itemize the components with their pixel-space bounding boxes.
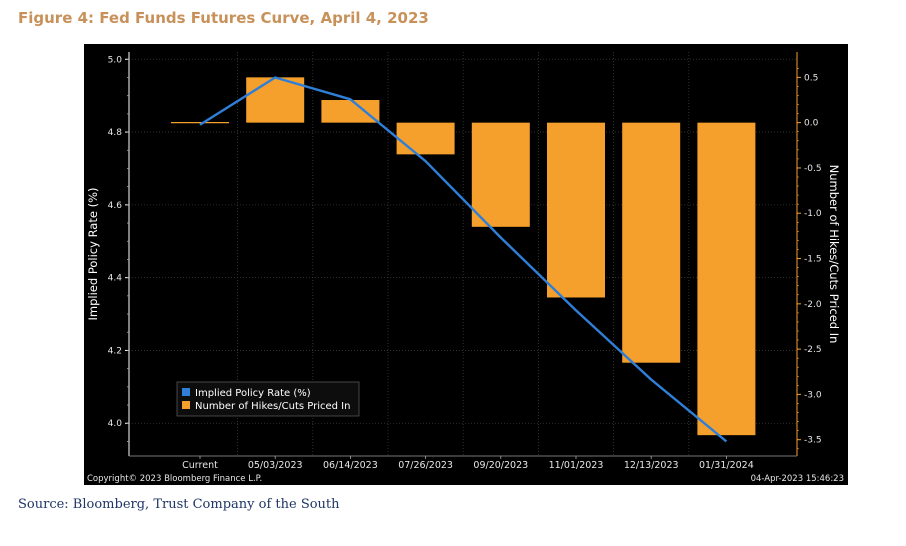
legend-label-line: Implied Policy Rate (%) [195,388,311,399]
y-tick-label: 4.8 [108,128,123,138]
figure-title: Figure 4: Fed Funds Futures Curve, April… [18,9,429,27]
y-right-tick-label: -1.0 [804,209,822,219]
y-tick-label: 4.4 [108,274,123,284]
legend-swatch-line [182,388,190,396]
y-right-tick-label: -1.5 [804,255,822,265]
y-right-tick-label: -2.5 [804,345,822,355]
legend-box [176,381,360,417]
y-right-tick-label: -0.5 [804,164,822,174]
y-tick-label: 5.0 [108,55,123,65]
y-right-tick-label: -3.5 [804,436,822,446]
y-right-tick-label: -2.0 [804,300,822,310]
legend-swatch-bar [182,401,190,409]
bar [622,122,681,363]
policy-rate-line [199,76,728,443]
bar [396,122,455,155]
copyright-text: Copyright© 2023 Bloomberg Finance L.P. [87,474,262,484]
x-tick-label: 01/31/2024 [699,460,754,471]
y-right-tick-label: -3.0 [804,390,822,400]
legend-label-bar: Number of Hikes/Cuts Priced In [195,401,350,412]
bar [321,100,380,123]
right-axis-ticks: 0.5 0.0 -0.5 -1.0 -1.5 -2.0 -2.5 -3.0 -3.5 [797,68,822,450]
y-tick-label: 4.0 [108,419,123,429]
x-tick-label: 09/20/2023 [473,460,528,471]
y-right-tick-label: 0.5 [804,73,818,83]
x-tick-label: 12/13/2023 [624,460,679,471]
bar [471,122,530,227]
legend: Implied Policy Rate (%) Number of Hikes/… [176,381,360,417]
x-tick-label: Current [182,460,218,471]
y-tick-label: 4.2 [108,346,122,356]
line-series [199,76,728,443]
y-axis-label-right: Number of Hikes/Cuts Priced In [827,165,841,344]
bar [547,122,605,298]
y-tick-label: 4.6 [108,201,123,211]
timestamp-text: 04-Apr-2023 15:46:23 [751,474,844,484]
source-note: Source: Bloomberg, Trust Company of the … [18,497,340,512]
x-tick-label: 11/01/2023 [549,460,604,471]
bar-series [171,77,756,436]
chart: 5.0 4.8 4.6 4.4 4.2 4.0 0.5 0.0 -0.5 -1.0 -1.5 -2.… [84,44,848,485]
x-tick-label: 07/26/2023 [398,460,453,471]
y-axis-label: Implied Policy Rate (%) [86,188,100,321]
x-axis-ticks: Current 05/03/2023 06/14/2023 07/26/2023 09/… [182,456,754,471]
bar [697,122,756,436]
y-right-tick-label: 0.0 [804,119,819,129]
bar [246,77,305,123]
x-tick-label: 06/14/2023 [323,460,378,471]
chart-svg: 5.0 4.8 4.6 4.4 4.2 4.0 0.5 0.0 -0.5 -1.0 -1.5 -2.… [86,52,844,484]
x-tick-label: 05/03/2023 [248,460,303,471]
left-axis-ticks: 5.0 4.8 4.6 4.4 4.2 4.0 [108,55,129,442]
